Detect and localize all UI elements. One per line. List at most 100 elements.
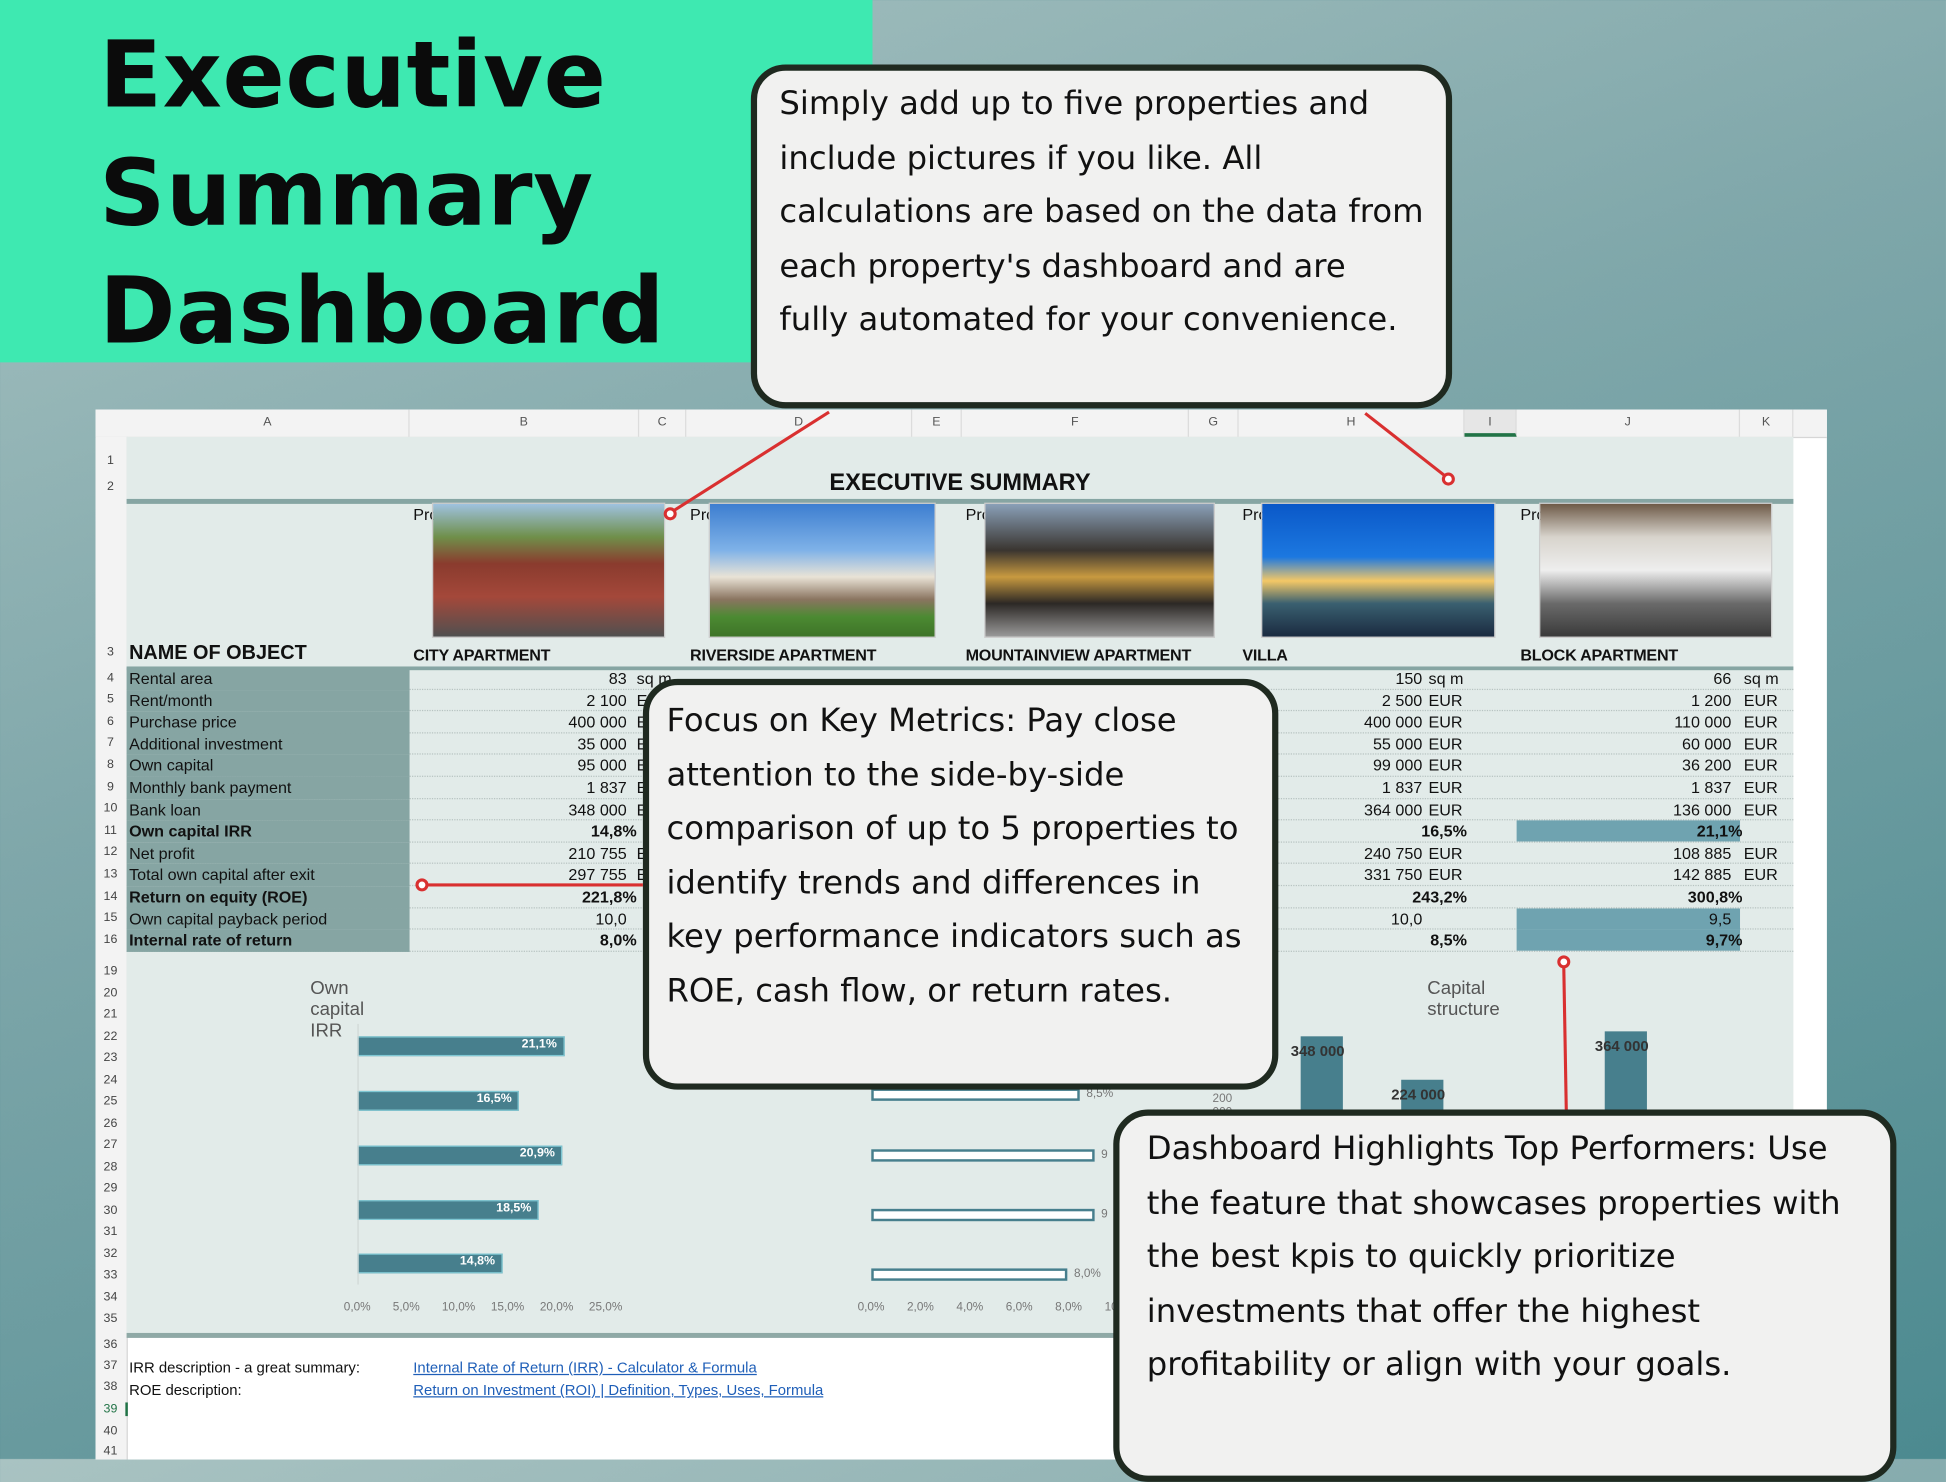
row-number[interactable]: 33 xyxy=(103,1268,118,1283)
property-5-value: 9,5 xyxy=(1708,909,1732,928)
chart2-bar[interactable] xyxy=(871,1268,1068,1281)
metric-label: Net profit xyxy=(126,842,410,865)
property-1-value: 297 755 xyxy=(568,865,627,885)
property-1-value: 2 100 xyxy=(586,690,627,710)
row-number[interactable]: 26 xyxy=(103,1116,118,1131)
column-header-a[interactable]: A xyxy=(127,409,410,437)
property-name: VILLA xyxy=(1242,645,1288,664)
property-5-value: 108 885 xyxy=(1673,843,1732,863)
property-1-value: 10,0 xyxy=(595,909,627,928)
row-number[interactable]: 25 xyxy=(103,1094,118,1109)
chart1-tick-label: 25,0% xyxy=(588,1300,623,1315)
property-4-value: 364 000 xyxy=(1363,800,1423,819)
column-header-k[interactable]: K xyxy=(1740,409,1794,437)
property-5-unit: EUR xyxy=(1743,865,1778,885)
chart1-tick-label: 5,0% xyxy=(392,1300,420,1315)
row-number[interactable]: 13 xyxy=(103,867,118,882)
title-line: Executive xyxy=(99,22,607,130)
row-number[interactable]: 38 xyxy=(103,1380,118,1394)
column-header-b[interactable]: B xyxy=(410,409,640,437)
metric-label: Rental area xyxy=(126,667,410,690)
row-number[interactable]: 15 xyxy=(103,911,118,925)
row-number[interactable]: 32 xyxy=(103,1246,118,1261)
sheet-grid[interactable]: EXECUTIVE SUMMARY NAME OF OBJECT Propert… xyxy=(126,436,1794,1337)
property-4-unit: sq m xyxy=(1428,668,1464,688)
row-number[interactable]: 28 xyxy=(103,1159,118,1174)
chart2-tick-label: 8,0% xyxy=(1055,1300,1083,1315)
chart2-bar[interactable] xyxy=(871,1088,1081,1101)
chart2-bar[interactable] xyxy=(871,1149,1095,1162)
row-number[interactable]: 23 xyxy=(103,1051,118,1065)
row-number[interactable]: 36 xyxy=(103,1337,118,1352)
row-number[interactable]: 6 xyxy=(107,714,114,729)
roe-description-link[interactable]: Return on Investment (ROI) | Definition,… xyxy=(413,1381,824,1399)
row-number[interactable]: 29 xyxy=(103,1181,118,1196)
row-number[interactable]: 9 xyxy=(107,780,114,794)
row-number[interactable]: 34 xyxy=(103,1290,118,1304)
column-header-j[interactable]: J xyxy=(1517,409,1741,437)
column-header-c[interactable]: C xyxy=(639,409,687,437)
chart1-tick-label: 10,0% xyxy=(441,1300,476,1315)
chart2-data-label: 9 xyxy=(1101,1148,1108,1162)
column-header-h[interactable]: H xyxy=(1239,409,1465,437)
column-header-g[interactable]: G xyxy=(1189,409,1239,437)
row-number[interactable]: 35 xyxy=(103,1311,118,1326)
names-divider xyxy=(126,666,1794,671)
chart2-bar[interactable] xyxy=(871,1208,1095,1222)
metric-label: Internal rate of return xyxy=(126,929,410,952)
row-number[interactable]: 5 xyxy=(107,692,114,707)
title-line: Summary xyxy=(99,140,594,247)
row-number[interactable]: 12 xyxy=(103,845,118,860)
property-4-unit: EUR xyxy=(1428,756,1463,775)
row-number[interactable]: 37 xyxy=(103,1359,118,1373)
row-number[interactable]: 19 xyxy=(103,964,118,978)
chart3-bar[interactable] xyxy=(1401,1079,1444,1111)
row-number[interactable]: 8 xyxy=(107,758,114,772)
property-5-unit: EUR xyxy=(1743,756,1778,775)
metric-label: Own capital payback period xyxy=(126,907,410,930)
row-number[interactable]: 14 xyxy=(103,889,118,903)
column-header-f[interactable]: F xyxy=(962,409,1189,437)
connector-line xyxy=(671,410,830,513)
row-number[interactable]: 27 xyxy=(103,1138,118,1152)
row-number[interactable]: 31 xyxy=(103,1224,118,1239)
irr-description-link[interactable]: Internal Rate of Return (IRR) - Calculat… xyxy=(413,1359,757,1377)
row-number[interactable]: 16 xyxy=(103,932,118,947)
column-header-e[interactable]: E xyxy=(912,409,962,437)
row-number[interactable]: 11 xyxy=(104,823,117,838)
row-number[interactable]: 4 xyxy=(107,670,114,685)
metric-label: Own capital xyxy=(126,755,410,777)
connector-dot xyxy=(415,878,429,892)
row-number[interactable]: 1 xyxy=(107,454,114,468)
property-photo xyxy=(431,502,666,638)
property-5-unit: EUR xyxy=(1743,800,1778,819)
row-number[interactable]: 7 xyxy=(107,736,114,750)
charts-bottom-border xyxy=(126,1332,1794,1338)
chart-title-capital-structure: Capital structure xyxy=(1427,977,1500,1021)
property-4-value: 8,5% xyxy=(1430,931,1467,950)
chart3-data-label: 224 000 xyxy=(1391,1085,1446,1104)
row-number[interactable]: 21 xyxy=(103,1007,118,1022)
row-number[interactable]: 22 xyxy=(103,1029,118,1044)
top-performer-highlight xyxy=(1516,820,1741,842)
row-number[interactable]: 40 xyxy=(103,1424,118,1439)
row-number[interactable]: 30 xyxy=(103,1203,118,1217)
row-number[interactable]: 24 xyxy=(103,1072,118,1087)
chart3-bar[interactable] xyxy=(1300,1036,1343,1111)
row-number[interactable]: 2 xyxy=(107,480,114,494)
chart-title-own-capital-irr: Own capital IRR xyxy=(310,977,365,1042)
row-number[interactable]: 10 xyxy=(103,801,118,816)
row-number[interactable]: 3 xyxy=(107,645,114,660)
row-number[interactable]: 39 xyxy=(96,1402,128,1417)
property-5-value: 60 000 xyxy=(1681,734,1732,754)
row-number[interactable]: 41 xyxy=(103,1444,118,1459)
row-number[interactable]: 20 xyxy=(103,986,118,1000)
heading-divider xyxy=(126,498,1794,504)
chart3-bar[interactable] xyxy=(1604,1030,1647,1111)
chart1-data-label: 16,5% xyxy=(476,1092,512,1106)
irr-description-label: IRR description - a great summary: xyxy=(129,1359,360,1377)
metric-label: Purchase price xyxy=(126,711,410,734)
column-header-i[interactable]: I xyxy=(1464,409,1517,437)
column-header-d[interactable]: D xyxy=(686,409,913,437)
